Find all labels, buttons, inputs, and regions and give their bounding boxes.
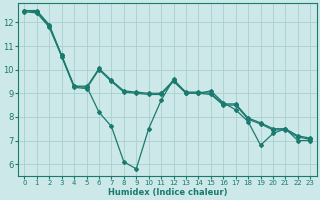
X-axis label: Humidex (Indice chaleur): Humidex (Indice chaleur) xyxy=(108,188,227,197)
